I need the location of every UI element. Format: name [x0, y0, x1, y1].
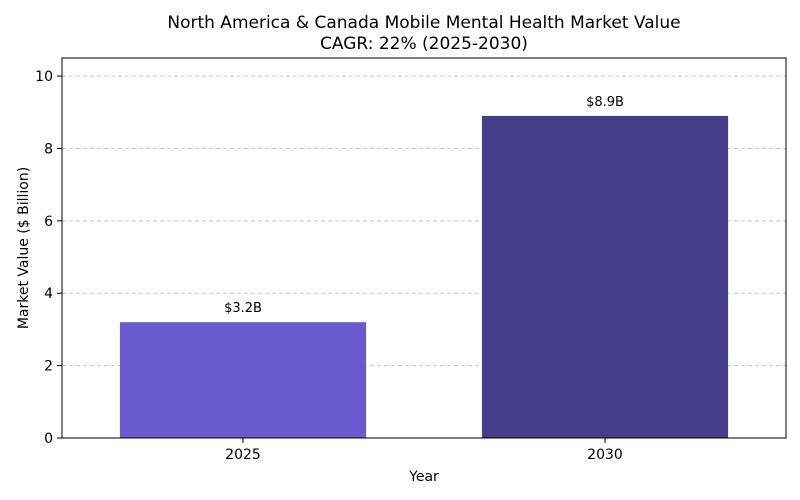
x-tick-label-2030: 2030: [587, 447, 623, 463]
chart-title: North America & Canada Mobile Mental Hea…: [167, 13, 680, 33]
y-tick-label-3: 6: [44, 214, 53, 230]
y-tick-label-0: 0: [44, 431, 53, 447]
plot-frame: [61, 57, 787, 439]
y-tick-label-4: 8: [44, 141, 53, 157]
y-tick-label-1: 2: [44, 359, 53, 375]
y-axis-label: Market Value ($ Billion): [16, 167, 32, 329]
data-labels: $3.2B $8.9B: [224, 95, 624, 316]
y-tick-label-5: 10: [35, 69, 53, 85]
bars: [119, 115, 729, 439]
x-tick-label-2025: 2025: [225, 447, 261, 463]
data-label-2025: $3.2B: [224, 301, 262, 316]
bar-2025: [119, 322, 367, 438]
x-axis-ticks: 2025 2030: [225, 438, 623, 463]
bar-2030: [481, 115, 729, 439]
x-axis-label: Year: [408, 469, 439, 485]
chart-subtitle: CAGR: 22% (2025-2030): [320, 34, 528, 54]
data-label-2030: $8.9B: [586, 95, 624, 110]
y-axis-ticks: 0 2 4 6 8 10: [35, 69, 62, 447]
y-tick-label-2: 4: [44, 286, 53, 302]
